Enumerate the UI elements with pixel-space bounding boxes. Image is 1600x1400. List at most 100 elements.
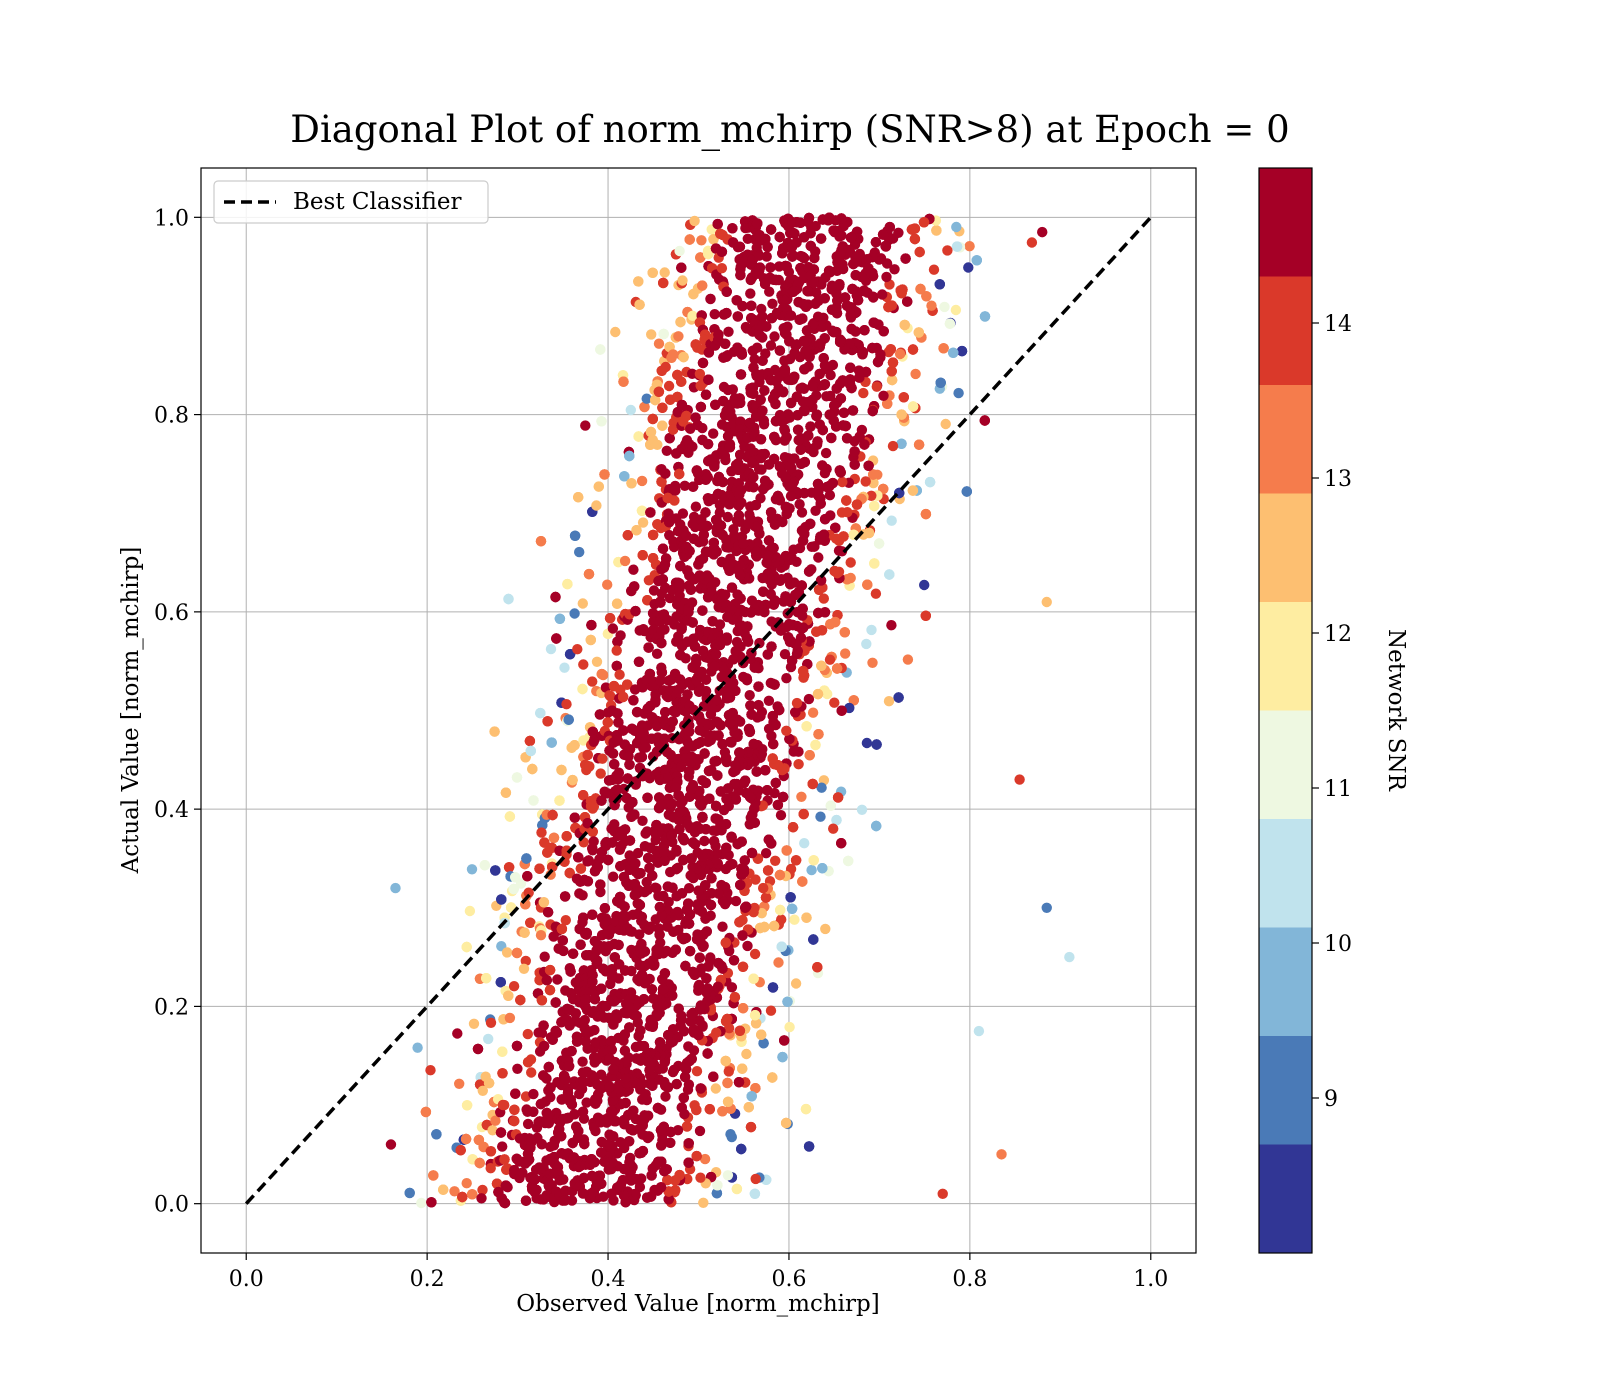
scatter-point — [758, 586, 769, 597]
scatter-point — [773, 957, 784, 968]
scatter-point — [598, 669, 609, 681]
scatter-point — [845, 232, 857, 243]
scatter-point — [730, 895, 742, 907]
scatter-point — [534, 863, 545, 874]
scatter-point — [563, 714, 574, 725]
scatter-point — [654, 1037, 666, 1048]
scatter-point — [702, 438, 714, 450]
scatter-point — [655, 597, 666, 608]
scatter-point — [717, 895, 729, 907]
scatter-point — [824, 409, 835, 420]
scatter-point — [511, 772, 523, 783]
scatter-point — [508, 981, 520, 992]
scatter-point — [634, 299, 645, 310]
scatter-point — [588, 801, 599, 812]
scatter-point — [457, 1191, 468, 1203]
scatter-point — [461, 1178, 472, 1189]
scatter-point — [800, 1103, 812, 1115]
scatter-point — [777, 1051, 788, 1063]
scatter-point — [691, 1150, 702, 1162]
scatter-point — [847, 405, 859, 416]
scatter-point — [584, 761, 595, 772]
scatter-point — [722, 1077, 733, 1089]
scatter-point — [728, 955, 740, 966]
scatter-point — [820, 923, 831, 935]
scatter-point — [767, 298, 778, 309]
scatter-point — [692, 929, 703, 940]
scatter-point — [762, 785, 773, 796]
scatter-point — [736, 349, 748, 360]
scatter-point — [953, 387, 964, 399]
scatter-point — [742, 940, 753, 952]
scatter-point — [778, 596, 789, 607]
scatter-point — [797, 665, 809, 677]
scatter-point — [595, 768, 606, 779]
scatter-point — [872, 356, 884, 368]
scatter-point — [893, 692, 904, 703]
scatter-point — [683, 1041, 694, 1052]
scatter-point — [803, 1141, 815, 1152]
scatter-point — [736, 1143, 747, 1155]
scatter-point — [963, 262, 974, 273]
scatter-point — [589, 994, 601, 1005]
scatter-point — [556, 764, 567, 776]
scatter-point — [867, 342, 878, 354]
scatter-point — [749, 902, 760, 914]
scatter-point — [642, 1192, 653, 1203]
scatter-point — [867, 405, 878, 417]
scatter-point — [619, 824, 631, 835]
scatter-point — [793, 759, 804, 770]
scatter-point — [669, 1175, 681, 1186]
scatter-point — [663, 508, 674, 519]
scatter-point — [511, 947, 523, 959]
plot-axes: 0.0 0.2 0.4 0.6 0.8 1.0 0.00.20.40.60.81.0 — [154, 167, 1197, 1292]
scatter-point — [610, 326, 621, 338]
scatter-point — [979, 415, 990, 426]
scatter-point — [708, 428, 719, 439]
scatter-point — [907, 401, 919, 412]
scatter-point — [546, 842, 557, 853]
scatter-point — [837, 476, 848, 488]
scatter-point — [551, 1027, 563, 1038]
scatter-point — [868, 477, 879, 489]
scatter-point — [680, 960, 691, 972]
scatter-point — [848, 695, 859, 706]
scatter-point — [736, 863, 747, 874]
scatter-point — [931, 225, 942, 236]
scatter-point — [866, 624, 877, 636]
scatter-point — [628, 564, 639, 575]
scatter-point — [657, 983, 669, 995]
scatter-point — [743, 723, 755, 735]
scatter-point — [935, 377, 946, 388]
scatter-point — [710, 813, 721, 824]
scatter-point — [643, 642, 654, 653]
scatter-point — [674, 245, 685, 257]
scatter-point — [810, 739, 821, 751]
scatter-point — [454, 1078, 465, 1090]
scatter-point — [831, 663, 843, 674]
scatter-point — [690, 521, 701, 533]
scatter-point — [655, 1124, 667, 1136]
scatter-point — [619, 901, 630, 912]
scatter-point — [723, 1066, 734, 1077]
scatter-point — [697, 280, 708, 291]
scatter-point — [831, 383, 842, 394]
scatter-point — [520, 955, 531, 967]
scatter-point — [846, 323, 857, 335]
scatter-point — [525, 917, 536, 928]
scatter-point — [861, 638, 872, 650]
scatter-point — [542, 907, 554, 918]
scatter-point — [906, 224, 918, 235]
scatter-point — [790, 855, 802, 866]
scatter-point — [758, 1038, 769, 1049]
scatter-point — [710, 399, 721, 410]
scatter-point — [813, 552, 824, 563]
scatter-point — [622, 530, 633, 541]
scatter-point — [896, 409, 907, 420]
scatter-point — [829, 565, 840, 577]
scatter-point — [695, 1000, 706, 1011]
scatter-point — [979, 311, 991, 322]
scatter-point — [726, 831, 737, 842]
scatter-point — [687, 966, 699, 978]
scatter-point — [895, 285, 906, 296]
